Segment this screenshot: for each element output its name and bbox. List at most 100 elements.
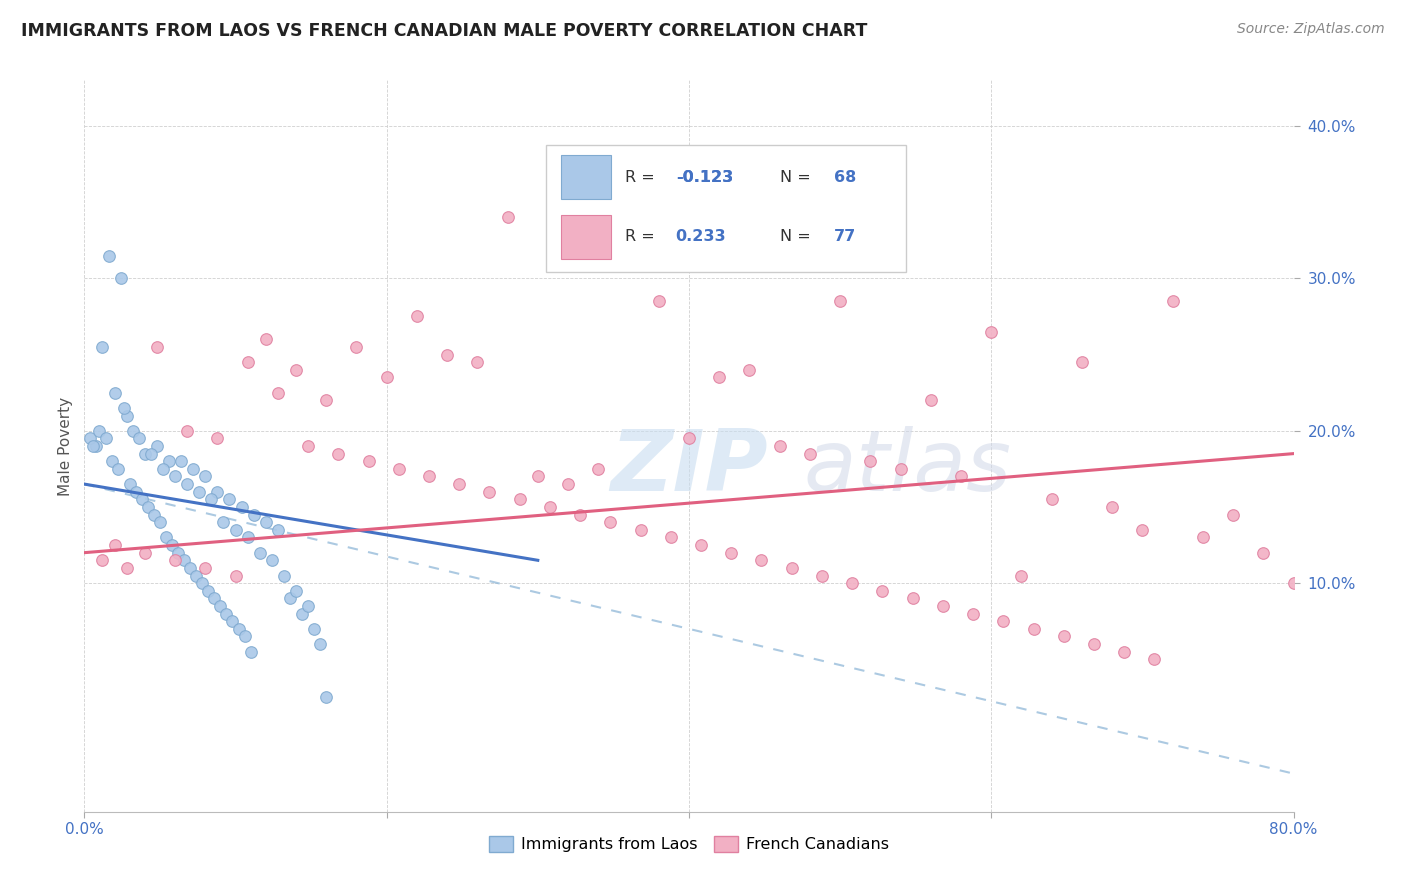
Point [617, 241, 640, 255]
Point [79, 431, 101, 445]
Point [1114, 645, 1136, 659]
Point [872, 583, 894, 598]
Point [254, 332, 277, 346]
Point [197, 583, 219, 598]
Point [188, 484, 211, 499]
Point [146, 340, 169, 354]
Point [436, 348, 458, 362]
Point [91, 553, 114, 567]
Point [157, 454, 180, 468]
Text: -0.123: -0.123 [676, 169, 733, 185]
Point [231, 500, 253, 514]
Legend: Immigrants from Laos, French Canadians: Immigrants from Laos, French Canadians [482, 830, 896, 859]
Text: 68: 68 [834, 169, 856, 185]
Text: -0.123: -0.123 [676, 169, 733, 185]
Point [186, 568, 208, 582]
Y-axis label: Male Poverty: Male Poverty [58, 396, 73, 496]
Point [780, 561, 803, 575]
Point [165, 553, 187, 567]
Point [149, 515, 172, 529]
Point [100, 454, 122, 468]
Point [648, 294, 671, 309]
Point [599, 515, 621, 529]
Point [1282, 576, 1305, 591]
Point [225, 523, 247, 537]
Point [291, 607, 314, 621]
Point [167, 546, 190, 560]
Point [890, 462, 912, 476]
Point [588, 462, 610, 476]
Text: N =: N = [780, 169, 815, 185]
Point [160, 538, 183, 552]
Point [478, 484, 501, 499]
Text: atlas: atlas [804, 426, 1012, 509]
Point [267, 523, 290, 537]
Point [228, 622, 250, 636]
Point [278, 591, 301, 606]
Point [799, 447, 821, 461]
Point [388, 462, 411, 476]
Point [315, 393, 337, 408]
Point [134, 447, 156, 461]
Point [962, 607, 984, 621]
Point [139, 447, 162, 461]
Point [94, 431, 117, 445]
Point [932, 599, 955, 613]
Point [86, 439, 108, 453]
Point [920, 393, 942, 408]
Point [569, 508, 592, 522]
Point [181, 462, 204, 476]
Point [678, 431, 700, 445]
Point [1022, 622, 1045, 636]
Point [142, 508, 165, 522]
Point [538, 500, 561, 514]
Point [375, 370, 398, 384]
Point [315, 690, 337, 705]
Point [125, 484, 148, 499]
Point [134, 546, 156, 560]
Point [901, 591, 924, 606]
Point [155, 530, 177, 544]
Point [690, 538, 713, 552]
Text: N =: N = [780, 229, 815, 244]
Point [1083, 637, 1105, 651]
Point [496, 211, 519, 225]
Point [769, 439, 792, 453]
Text: ZIPatlas: ZIPatlas [610, 426, 955, 509]
Point [328, 447, 350, 461]
Point [104, 385, 127, 400]
Point [993, 614, 1015, 628]
Point [131, 492, 153, 507]
Point [249, 546, 271, 560]
Point [1161, 294, 1184, 309]
Point [285, 363, 308, 377]
Point [209, 599, 232, 613]
Point [859, 454, 882, 468]
Text: ZIP: ZIP [610, 426, 768, 509]
Point [1192, 530, 1215, 544]
Point [630, 523, 652, 537]
Point [1222, 508, 1244, 522]
Point [173, 553, 195, 567]
Point [218, 492, 240, 507]
Point [346, 340, 368, 354]
Point [236, 530, 259, 544]
Point [557, 477, 579, 491]
Point [128, 431, 150, 445]
Point [110, 271, 132, 285]
Point [357, 454, 380, 468]
Point [406, 310, 429, 324]
Point [194, 469, 217, 483]
Point [91, 340, 114, 354]
Point [82, 439, 104, 453]
Point [152, 462, 174, 476]
Point [221, 614, 243, 628]
Point [811, 568, 834, 582]
Point [200, 492, 222, 507]
Point [202, 591, 225, 606]
Point [1053, 630, 1076, 644]
Text: IMMIGRANTS FROM LAOS VS FRENCH CANADIAN MALE POVERTY CORRELATION CHART: IMMIGRANTS FROM LAOS VS FRENCH CANADIAN … [21, 22, 868, 40]
Point [115, 409, 138, 423]
Point [449, 477, 471, 491]
Point [176, 477, 198, 491]
